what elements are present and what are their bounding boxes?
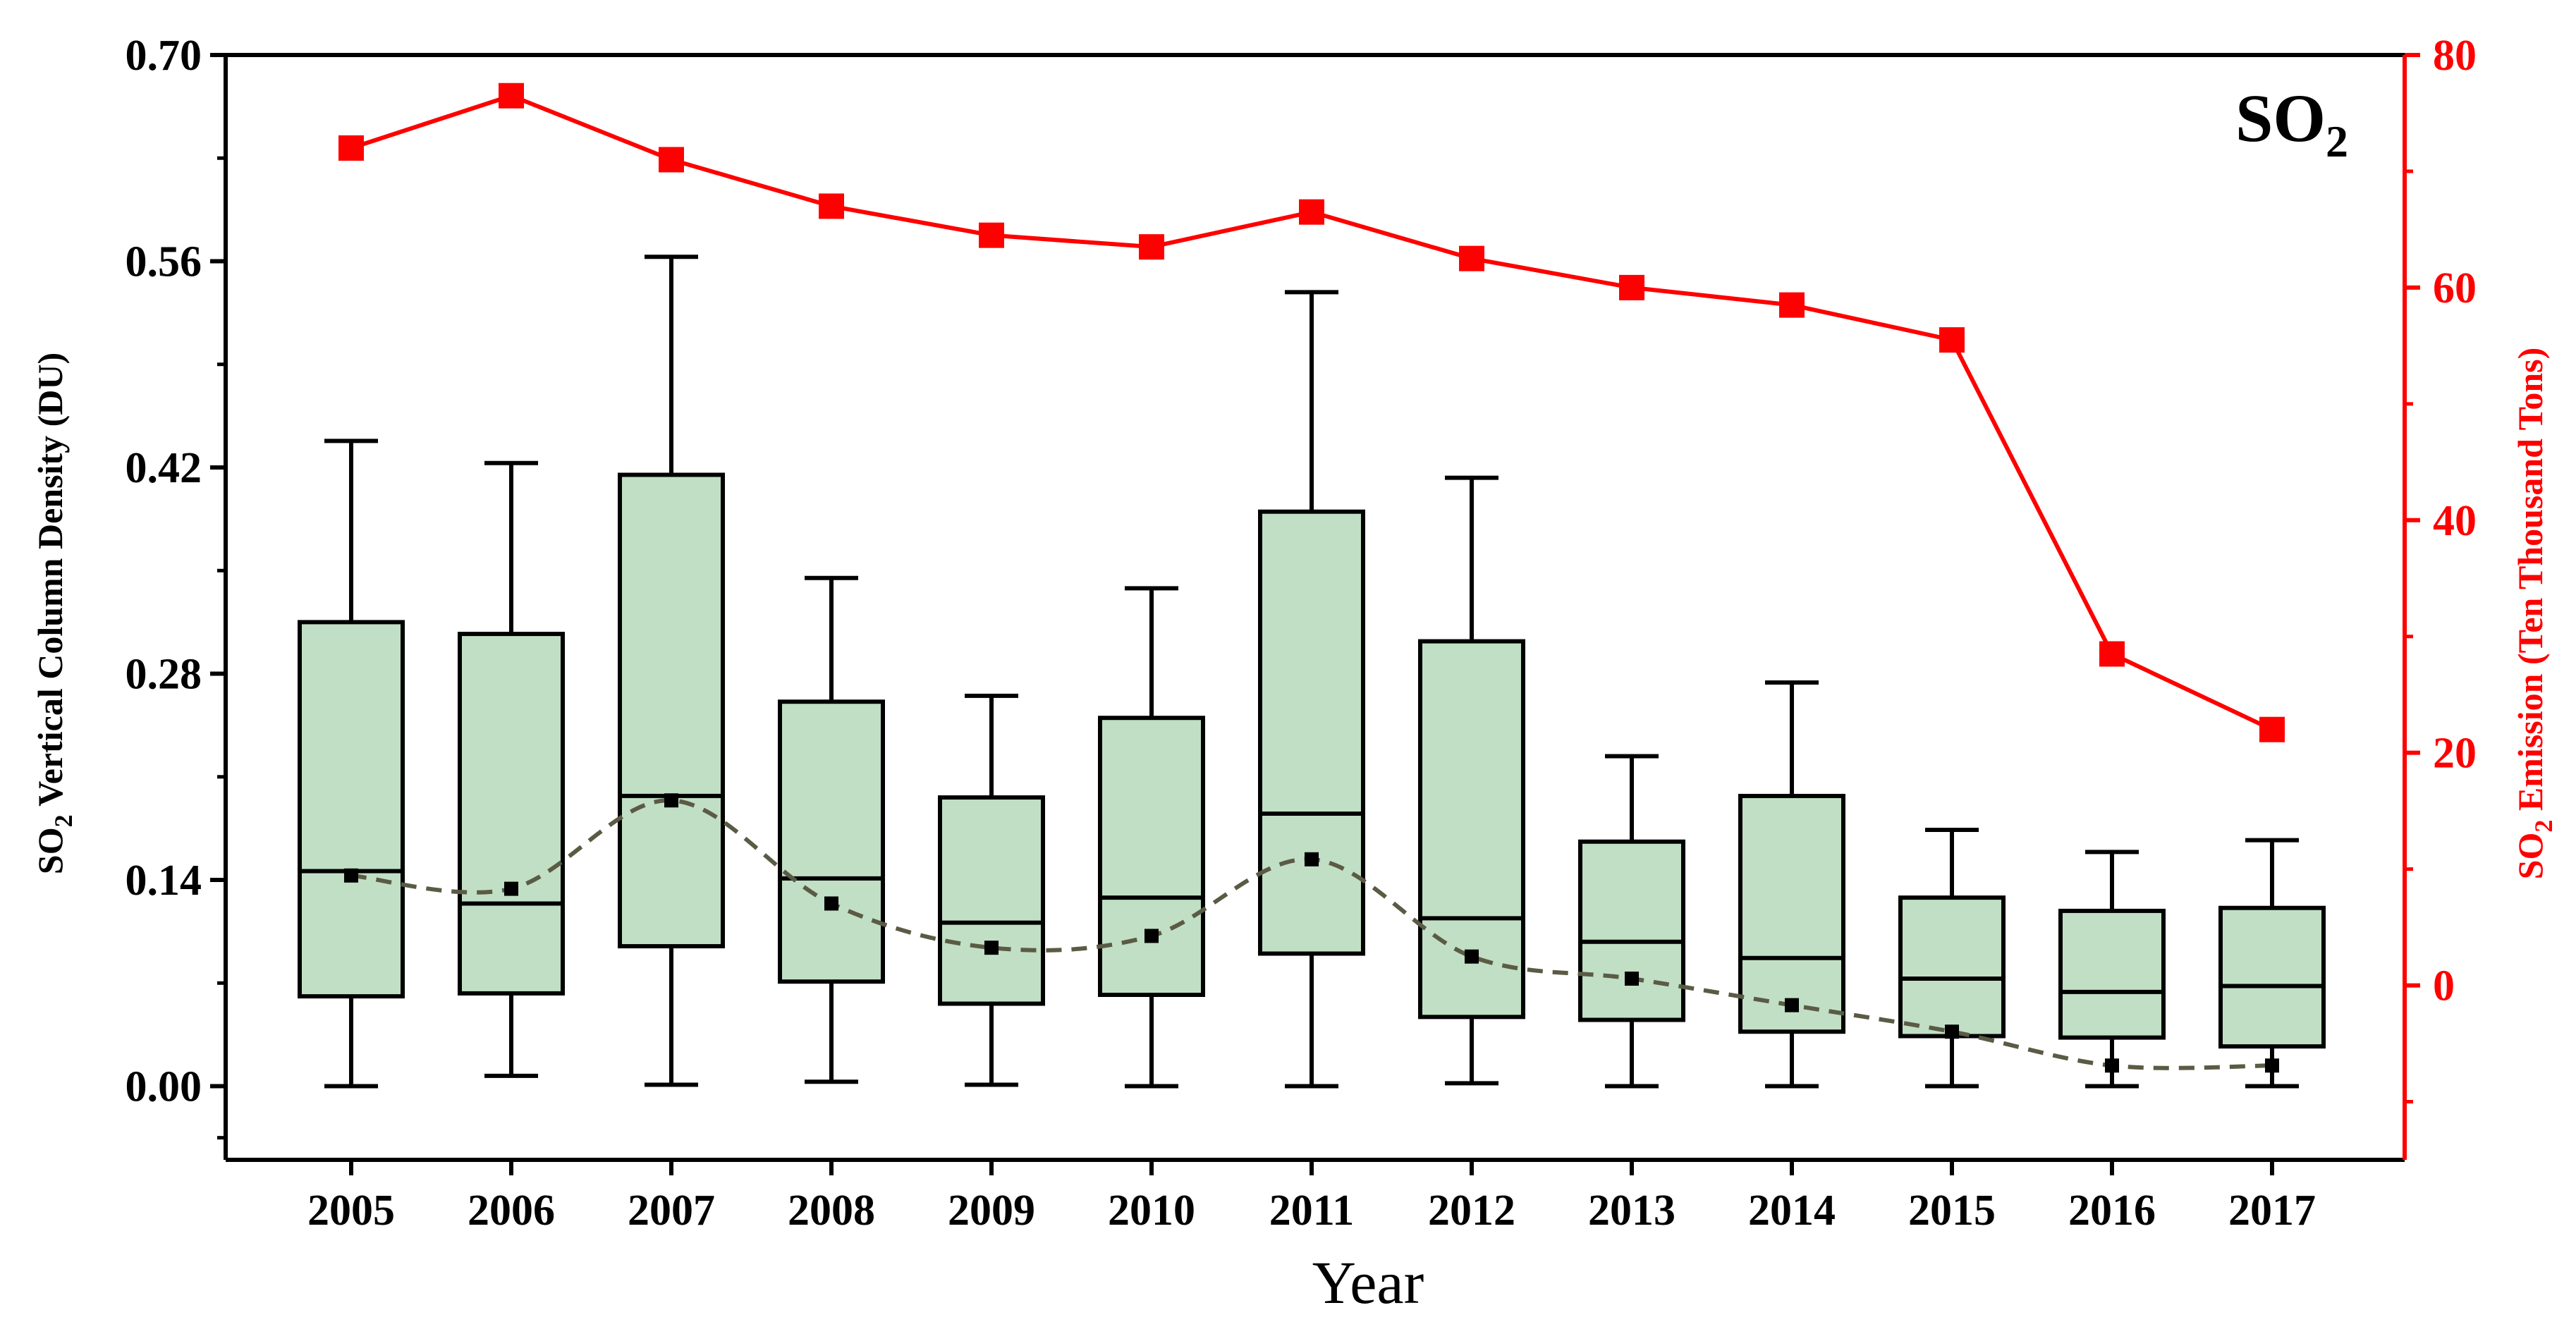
- y-axis-left-title-sub: 2: [49, 814, 78, 827]
- box-2017: [2218, 838, 2326, 1089]
- box-2016: [2058, 850, 2166, 1089]
- box-2007: [618, 255, 725, 1087]
- box-iqr: [618, 472, 725, 949]
- mean-point-2013: [1625, 972, 1639, 986]
- emission-point-2014: [1779, 292, 1805, 318]
- box-2015: [1898, 827, 2006, 1089]
- x-tick-label-2005: 2005: [307, 1187, 395, 1235]
- mean-point-2012: [1465, 949, 1479, 964]
- y-right-tick-label: 80: [2433, 32, 2477, 80]
- y-right-tick-label: 60: [2433, 264, 2477, 312]
- box-iqr: [1738, 793, 1845, 1034]
- emission-point-2013: [1619, 274, 1644, 300]
- box-iqr: [458, 632, 565, 996]
- box-2014: [1738, 680, 1845, 1089]
- y-axis-right-title-rest: Emission (Ten Thousand Tons): [2510, 348, 2550, 820]
- mean-point-2016: [2105, 1058, 2119, 1073]
- axes-layer: 0.00 0.14 0.28 0.42 0.56 0.70 0 20 40 60 80 2005 200…: [126, 32, 2477, 1235]
- box-iqr: [1258, 509, 1365, 956]
- y-left-tick-label: 0.28: [126, 651, 202, 699]
- mean-point-2005: [344, 868, 358, 883]
- emission-point-2008: [819, 193, 844, 219]
- x-tick-label-2016: 2016: [2068, 1187, 2156, 1235]
- mean-point-2015: [1945, 1024, 1959, 1039]
- y-left-tick-label: 0.14: [126, 857, 202, 905]
- box-2010: [1098, 586, 1205, 1089]
- chart-title-sub: 2: [2326, 116, 2348, 166]
- y-axis-left-title: SO2 Vertical Column Density (DU): [30, 353, 78, 874]
- mean-line-layer: [344, 793, 2279, 1073]
- emission-point-2006: [499, 82, 524, 109]
- y-axis-right-title: SO2 Emission (Ten Thousand Tons): [2510, 348, 2558, 880]
- emission-line-layer: [338, 82, 2285, 742]
- x-tick-label-2015: 2015: [1908, 1187, 1996, 1235]
- y-axis-left-title-rest: Vertical Column Density (DU): [30, 353, 70, 815]
- emission-point-2016: [2099, 641, 2125, 667]
- mean-point-2006: [504, 881, 518, 896]
- x-tick-label-2013: 2013: [1588, 1187, 1675, 1235]
- emission-point-2010: [1139, 234, 1164, 260]
- y-left-tick-label: 0.00: [126, 1063, 202, 1111]
- emission-point-2009: [979, 222, 1004, 248]
- mean-point-2014: [1785, 998, 1799, 1012]
- x-tick-label-2008: 2008: [788, 1187, 875, 1235]
- box-plot-layer: [298, 255, 2326, 1089]
- y-right-tick-label: 20: [2433, 730, 2477, 778]
- box-iqr: [778, 699, 885, 984]
- box-2011: [1258, 290, 1365, 1089]
- emission-point-2017: [2259, 716, 2285, 742]
- y-right-tick-label: 0: [2433, 962, 2455, 1010]
- y-left-tick-label: 0.42: [126, 444, 202, 492]
- x-tick-label-2007: 2007: [628, 1187, 715, 1235]
- box-iqr: [1898, 895, 2006, 1039]
- x-tick-label-2011: 2011: [1269, 1187, 1355, 1235]
- box-iqr: [1098, 716, 1205, 997]
- emission-point-2011: [1299, 199, 1324, 225]
- x-tick-label-2010: 2010: [1108, 1187, 1195, 1235]
- emission-point-2007: [659, 147, 684, 173]
- emission-point-2012: [1459, 245, 1484, 271]
- x-tick-label-2006: 2006: [468, 1187, 555, 1235]
- box-2005: [298, 439, 405, 1089]
- y-axis-right-title-main: SO: [2510, 833, 2550, 880]
- mean-point-2007: [664, 793, 678, 808]
- emission-point-2005: [338, 135, 364, 161]
- mean-point-2017: [2265, 1058, 2279, 1073]
- y-left-tick-label: 0.56: [126, 238, 202, 286]
- x-axis-title: Year: [1312, 1249, 1424, 1316]
- mean-point-2009: [984, 941, 999, 955]
- box-iqr: [1578, 839, 1685, 1022]
- box-iqr: [2218, 905, 2326, 1049]
- mean-point-2010: [1144, 929, 1159, 943]
- box-2008: [778, 575, 885, 1084]
- y-right-tick-label: 40: [2433, 497, 2477, 545]
- box-iqr: [298, 620, 405, 999]
- x-tick-label-2009: 2009: [948, 1187, 1035, 1235]
- y-axis-left-title-main: SO: [30, 827, 70, 874]
- mean-point-2008: [824, 896, 838, 911]
- x-tick-label-2012: 2012: [1428, 1187, 1515, 1235]
- chart-title: SO2: [2235, 80, 2348, 166]
- box-2009: [938, 693, 1045, 1087]
- box-2012: [1418, 475, 1525, 1086]
- emission-point-2015: [1939, 327, 1965, 353]
- x-tick-label-2017: 2017: [2228, 1187, 2316, 1235]
- box-iqr: [938, 795, 1045, 1006]
- y-axis-right-title-sub: 2: [2529, 820, 2558, 833]
- chart-title-main: SO: [2235, 80, 2326, 156]
- box-2006: [458, 460, 565, 1078]
- box-iqr: [2058, 908, 2166, 1040]
- box-2013: [1578, 754, 1685, 1089]
- x-tick-label-2014: 2014: [1748, 1187, 1836, 1235]
- y-left-tick-label: 0.70: [126, 32, 202, 80]
- mean-point-2011: [1305, 852, 1319, 867]
